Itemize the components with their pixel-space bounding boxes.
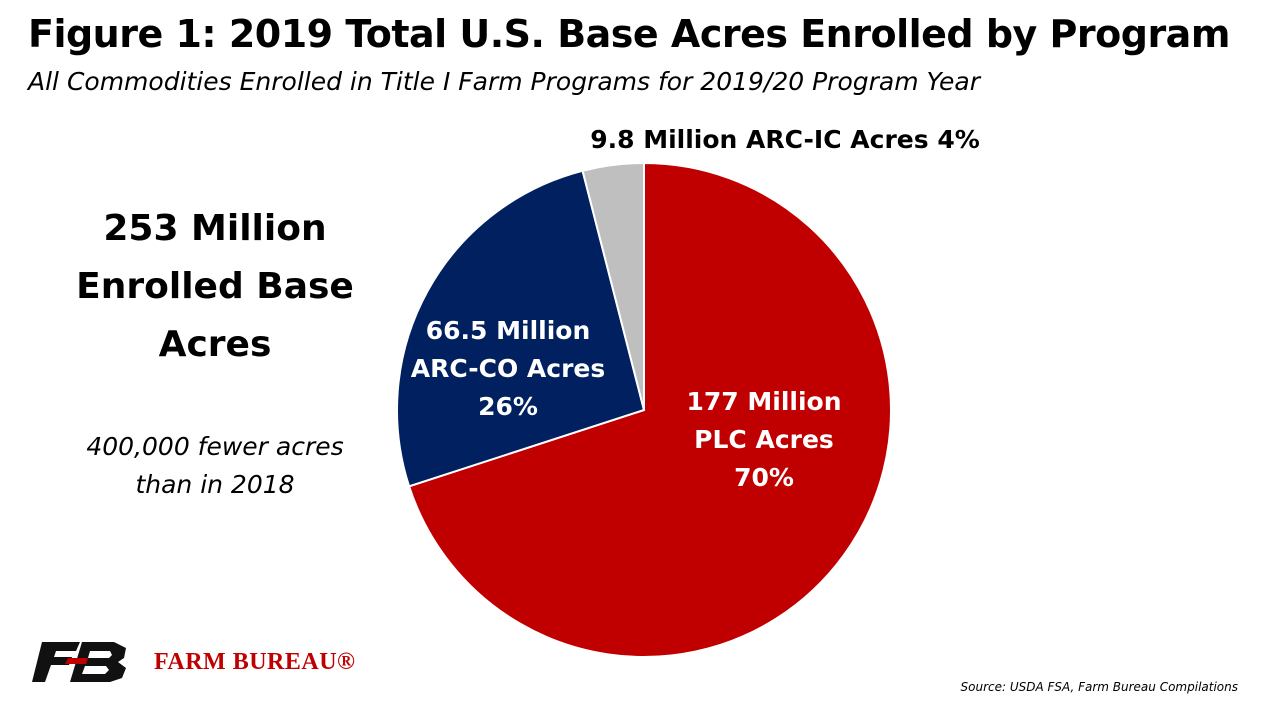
note-line-2: than in 2018 (135, 470, 295, 499)
note-line-1: 400,000 fewer acres (86, 432, 344, 461)
total-line-1: 253 Million (103, 208, 327, 249)
slice-label-line: 177 Million (686, 387, 841, 416)
pie-slice-plc (407, 161, 892, 658)
pie-slice-arc-ic (581, 161, 645, 411)
total-acres-callout: 253 Million Enrolled Base Acres (40, 200, 390, 374)
farm-bureau-fb-icon (32, 642, 126, 682)
slice-label-line: 9.8 Million ARC-IC Acres 4% (590, 125, 980, 154)
brand-name: FARM BUREAU® (154, 648, 356, 675)
source-note: Source: USDA FSA, Farm Bureau Compilatio… (960, 680, 1239, 694)
slice-label-line: 70% (734, 463, 794, 492)
slice-label-line: ARC-CO Acres (411, 354, 606, 383)
farm-bureau-logo: FARM BUREAU® (32, 640, 355, 684)
slice-label-arc-ic: 9.8 Million ARC-IC Acres 4% (590, 125, 980, 154)
total-line-3: Acres (158, 324, 272, 365)
pie-slice-arc-co (396, 169, 646, 488)
slice-label-arc-co: 66.5 Million ARC-CO Acres 26% (411, 316, 606, 421)
chart-title: Figure 1: 2019 Total U.S. Base Acres Enr… (28, 12, 1230, 56)
total-line-2: Enrolled Base (76, 266, 354, 307)
change-note: 400,000 fewer acres than in 2018 (40, 428, 390, 504)
slice-label-line: PLC Acres (694, 425, 834, 454)
slice-label-line: 26% (478, 392, 538, 421)
slice-label-plc: 177 Million PLC Acres 70% (686, 387, 841, 492)
chart-subtitle: All Commodities Enrolled in Title I Farm… (28, 67, 981, 96)
slice-label-line: 66.5 Million (426, 316, 591, 345)
